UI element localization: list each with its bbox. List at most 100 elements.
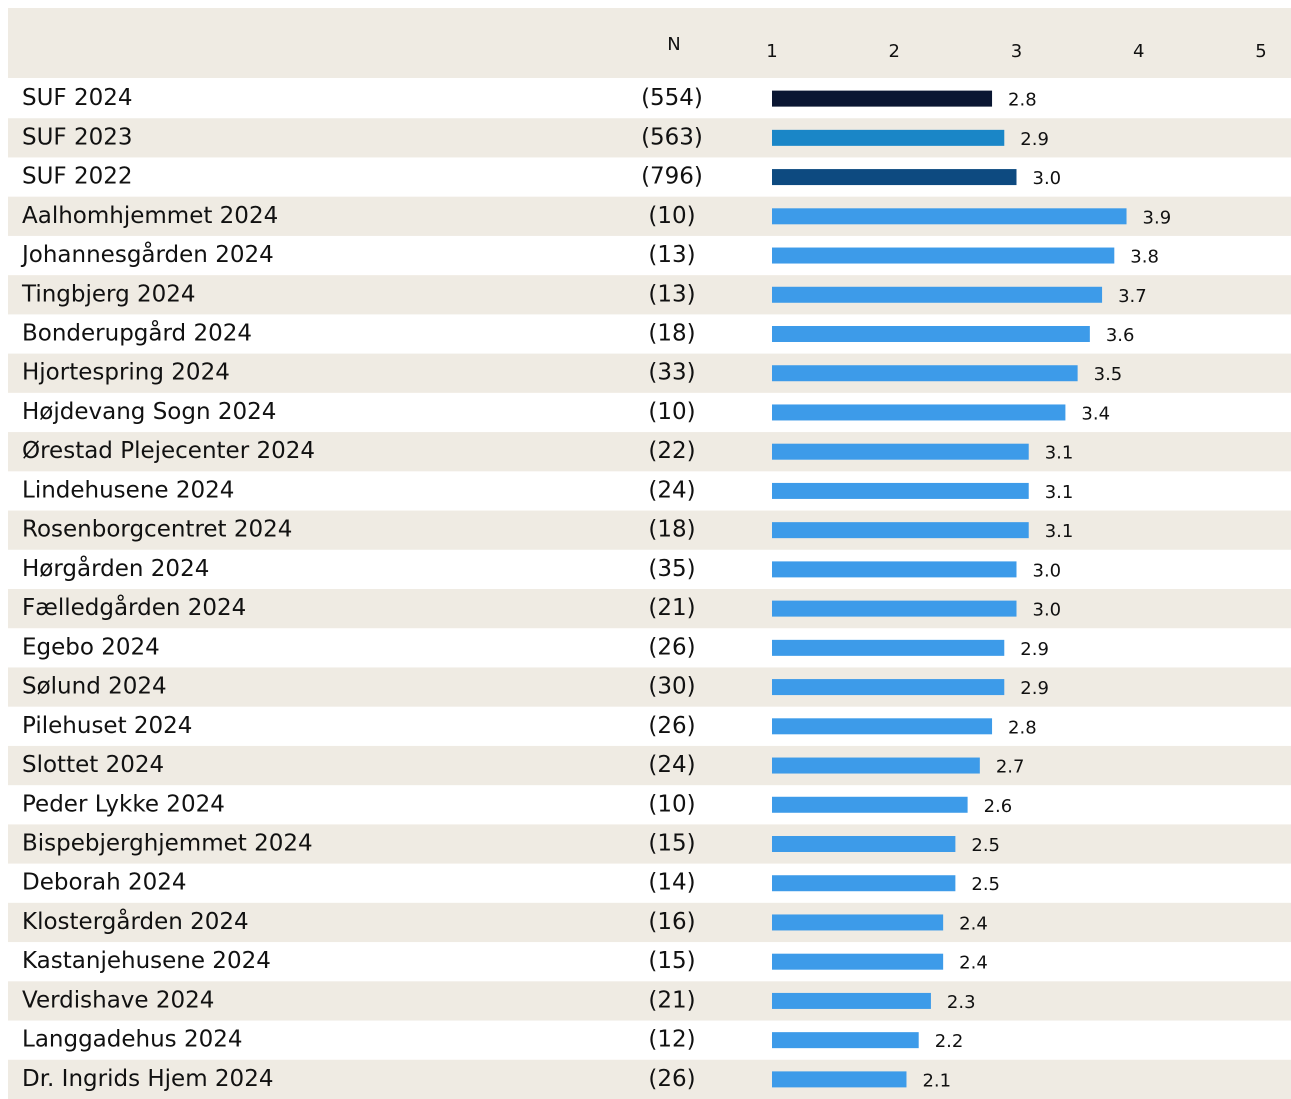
category-label: Langgadehus 2024 [22, 1027, 243, 1053]
value-label: 3.4 [1081, 403, 1110, 424]
value-label: 3.1 [1045, 521, 1074, 542]
value-label: 2.9 [1020, 678, 1049, 699]
bar [772, 208, 1127, 225]
n-label: (21) [648, 987, 695, 1013]
category-label: Verdishave 2024 [22, 987, 214, 1013]
category-label: Lindehusene 2024 [22, 477, 234, 503]
n-label: (13) [648, 242, 695, 268]
n-label: (18) [648, 517, 695, 543]
category-label: Slottet 2024 [22, 752, 164, 778]
x-tick-label: 5 [1255, 41, 1266, 62]
n-label: (10) [648, 791, 695, 817]
n-label: (10) [648, 203, 695, 229]
row-band [8, 981, 1291, 1021]
category-label: Fælledgården 2024 [22, 593, 246, 621]
value-label: 2.9 [1020, 129, 1049, 150]
value-label: 3.6 [1106, 325, 1135, 346]
x-tick-label: 4 [1133, 41, 1144, 62]
bar [772, 286, 1103, 303]
category-label: SUF 2023 [22, 124, 133, 150]
value-label: 2.4 [959, 913, 988, 934]
bar [772, 679, 1005, 696]
row-band [8, 824, 1291, 864]
value-label: 3.1 [1045, 482, 1074, 503]
category-label: Klostergården 2024 [22, 907, 249, 935]
value-label: 2.9 [1020, 639, 1049, 660]
bar [772, 482, 1029, 499]
category-label: Peder Lykke 2024 [22, 791, 225, 817]
bar [772, 365, 1078, 382]
row-band [8, 118, 1291, 158]
row-band [8, 902, 1291, 943]
category-label: SUF 2022 [22, 164, 133, 190]
n-label: (16) [648, 909, 695, 935]
header-band [8, 8, 1291, 78]
category-label: Dr. Ingrids Hjem 2024 [22, 1066, 273, 1092]
n-label: (15) [648, 831, 695, 857]
value-label: 2.7 [996, 757, 1025, 778]
row-band [8, 589, 1291, 629]
n-header: N [667, 34, 680, 55]
category-label: Hjortespring 2024 [22, 360, 230, 386]
value-label: 2.3 [947, 992, 976, 1013]
value-label: 3.0 [1033, 560, 1062, 581]
value-label: 2.5 [971, 874, 1000, 895]
value-label: 2.8 [1008, 90, 1037, 111]
row-band [8, 510, 1291, 550]
bar [772, 796, 968, 813]
category-label: Sølund 2024 [22, 674, 167, 700]
category-label: Rosenborgcentret 2024 [22, 517, 292, 543]
bar [772, 836, 956, 852]
category-label: SUF 2024 [22, 85, 133, 111]
value-label: 3.0 [1033, 168, 1062, 189]
value-label: 2.6 [984, 796, 1013, 817]
n-label: (26) [648, 1066, 695, 1092]
value-label: 3.7 [1118, 286, 1147, 307]
bar [772, 1071, 907, 1088]
value-label: 2.5 [971, 835, 1000, 856]
category-label: Johannesgården 2024 [20, 240, 274, 268]
x-tick-label: 2 [889, 41, 900, 62]
category-label: Bonderupgård 2024 [22, 319, 252, 347]
n-label: (13) [648, 281, 695, 307]
n-label: (15) [648, 948, 695, 974]
row-band [8, 667, 1291, 707]
n-label: (24) [648, 752, 695, 778]
value-label: 2.8 [1008, 717, 1037, 738]
bar [772, 443, 1029, 460]
bar [772, 757, 980, 774]
category-label: Kastanjehusene 2024 [22, 948, 271, 974]
row-band [8, 1059, 1291, 1099]
category-label: Hørgården 2024 [22, 554, 209, 582]
bar [772, 718, 993, 735]
row-band [8, 745, 1291, 786]
bar [772, 129, 1005, 146]
category-label: Aalhomhjemmet 2024 [22, 203, 278, 229]
category-label: Deborah 2024 [22, 870, 187, 896]
bar [772, 1032, 919, 1049]
value-label: 3.8 [1130, 247, 1159, 268]
value-label: 3.9 [1143, 207, 1172, 228]
value-label: 2.1 [922, 1070, 951, 1091]
value-label: 3.0 [1033, 600, 1062, 621]
n-label: (30) [648, 674, 695, 700]
bar [772, 247, 1115, 264]
bar [772, 914, 944, 931]
n-label: (796) [641, 164, 703, 190]
n-label: (24) [648, 477, 695, 503]
n-label: (33) [648, 360, 695, 386]
n-label: (26) [648, 713, 695, 739]
n-label: (26) [648, 634, 695, 660]
bar [772, 522, 1029, 539]
bar [772, 404, 1066, 421]
row-band [8, 432, 1291, 472]
n-label: (563) [641, 124, 703, 150]
category-label: Tingbjerg 2024 [21, 281, 196, 307]
bar [772, 600, 1017, 617]
n-label: (554) [641, 85, 703, 111]
n-label: (10) [648, 399, 695, 425]
category-label: Højdevang Sogn 2024 [22, 399, 276, 425]
category-label: Pilehuset 2024 [22, 713, 192, 739]
value-label: 2.2 [935, 1031, 964, 1052]
